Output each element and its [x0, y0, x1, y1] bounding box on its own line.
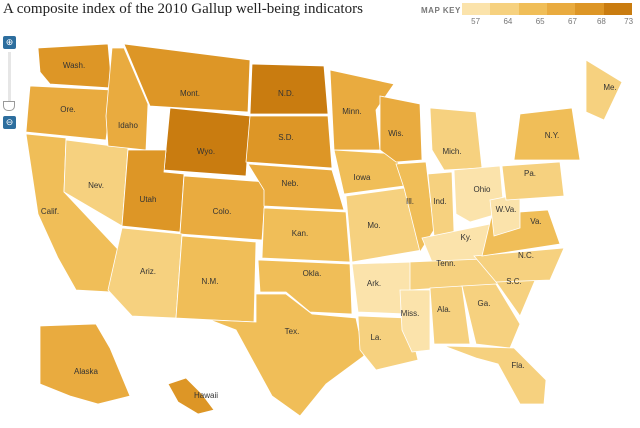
region-shape[interactable] [513, 107, 581, 161]
zoom-slider-track[interactable] [8, 52, 11, 102]
region-label: Ark. [367, 279, 381, 288]
region-label: La. [370, 333, 381, 342]
region-shape[interactable] [501, 161, 565, 201]
region-shape[interactable] [489, 193, 521, 237]
zoom-in-button[interactable]: ⊕ [3, 36, 16, 49]
zoom-slider-handle[interactable] [3, 101, 15, 111]
region-label: W.Va. [496, 205, 517, 214]
region-shape[interactable] [329, 69, 395, 151]
region-label: Pa. [524, 169, 536, 178]
region-label: N.C. [518, 251, 534, 260]
region-label: Miss. [401, 309, 420, 318]
region-label: Kan. [292, 229, 308, 238]
region-label: Wash. [63, 61, 85, 70]
region-shape[interactable] [37, 43, 113, 89]
region-label: Neb. [282, 179, 299, 188]
region-shape[interactable] [473, 247, 565, 283]
region-shape[interactable] [163, 107, 251, 177]
key-swatch [546, 3, 576, 15]
region-label: Ore. [60, 105, 76, 114]
region-label: Mont. [180, 89, 200, 98]
region-shape[interactable] [107, 227, 183, 319]
region-shape[interactable] [345, 187, 423, 263]
region-label: Me. [603, 83, 616, 92]
region-label: Tex. [285, 327, 300, 336]
region-label: Fla. [511, 361, 524, 370]
region-shape[interactable] [123, 43, 251, 113]
region-label: Idaho [118, 121, 139, 130]
region-shape[interactable] [399, 289, 431, 353]
region-shape[interactable] [585, 59, 623, 121]
region-label: Mo. [367, 221, 380, 230]
region-label: Iowa [354, 173, 371, 182]
region-label: Alaska [74, 367, 99, 376]
region-shape[interactable] [429, 285, 471, 345]
region-label: Ky. [461, 233, 472, 242]
zoom-out-button[interactable]: ⊖ [3, 116, 16, 129]
region-label: N.Y. [545, 131, 560, 140]
region-shape[interactable] [261, 207, 351, 263]
region-shape[interactable] [39, 323, 131, 405]
key-tick: 73 [624, 17, 634, 26]
region-label: Wyo. [197, 147, 215, 156]
region-label: Ohio [474, 185, 491, 194]
region-shape[interactable] [247, 163, 345, 211]
key-swatch [575, 3, 604, 15]
zoom-in-icon: ⊕ [5, 37, 14, 47]
region-label: Ga. [478, 299, 491, 308]
region-shape[interactable] [245, 115, 333, 169]
key-swatch [518, 3, 547, 15]
region-label: Nev. [88, 181, 104, 190]
region-shape[interactable] [443, 345, 547, 405]
key-swatch [462, 3, 491, 15]
map-key-label: MAP KEY [421, 6, 461, 15]
region-label: Ala. [437, 305, 451, 314]
key-tick: 57 [471, 17, 481, 26]
region-label: N.D. [278, 89, 294, 98]
region-shape[interactable] [167, 377, 215, 415]
key-swatch [490, 3, 519, 15]
region-label: Minn. [342, 107, 362, 116]
key-swatch [603, 3, 632, 15]
region-shape[interactable] [429, 107, 483, 171]
map-title: A composite index of the 2010 Gallup wel… [3, 1, 363, 17]
region-label: S.C. [506, 277, 522, 286]
region-label: Tenn. [436, 259, 456, 268]
region-label: Ariz. [140, 267, 156, 276]
region-label: Calif. [41, 207, 59, 216]
region-label: Utah [140, 195, 157, 204]
region-label: Ill. [406, 197, 414, 206]
map-key-swatches [462, 3, 632, 15]
region-shape[interactable] [179, 175, 267, 241]
region-label: Hawaii [194, 391, 218, 400]
region-label: Mich. [442, 147, 461, 156]
region-label: N.M. [202, 277, 219, 286]
region-shape[interactable] [461, 283, 521, 349]
region-label: Okla. [303, 269, 322, 278]
key-tick: 65 [535, 17, 545, 26]
region-label: Ind. [433, 197, 446, 206]
region-label: Va. [530, 217, 541, 226]
key-tick: 64 [503, 17, 513, 26]
region-label: Colo. [213, 207, 232, 216]
region-label: Wis. [388, 129, 404, 138]
key-tick: 68 [596, 17, 606, 26]
region-shape[interactable] [25, 85, 113, 141]
region-shape[interactable] [249, 63, 329, 115]
region-shape[interactable] [209, 293, 365, 417]
zoom-out-icon: ⊖ [5, 117, 14, 127]
region-shape[interactable] [379, 95, 423, 163]
region-shape[interactable] [121, 149, 185, 233]
key-tick: 67 [568, 17, 577, 26]
region-label: S.D. [278, 133, 294, 142]
